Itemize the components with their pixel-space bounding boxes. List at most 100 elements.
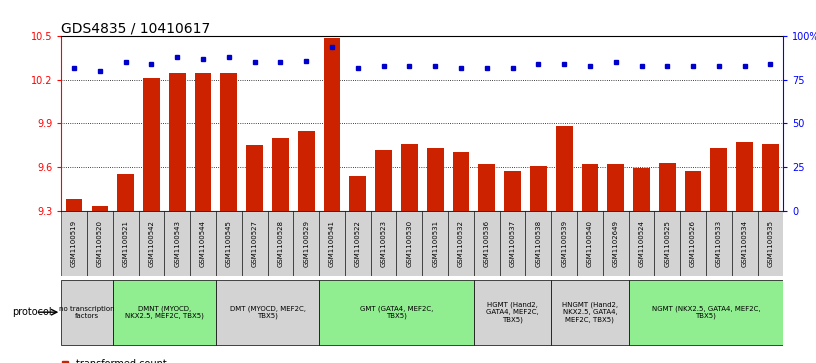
Bar [324, 38, 340, 211]
Bar [607, 164, 624, 211]
Bar [757, 211, 783, 276]
Text: GSM1100527: GSM1100527 [251, 220, 258, 267]
Bar [526, 211, 552, 276]
Bar [246, 145, 263, 211]
Bar [298, 131, 315, 211]
Text: GSM1100538: GSM1100538 [535, 220, 541, 268]
Bar [633, 168, 650, 211]
Bar [91, 206, 109, 211]
Bar [556, 126, 573, 211]
Text: no transcription
factors: no transcription factors [60, 306, 115, 319]
Bar [685, 171, 702, 211]
Text: GSM1100524: GSM1100524 [638, 220, 645, 267]
Text: GDS4835 / 10410617: GDS4835 / 10410617 [61, 21, 211, 35]
Text: GSM1100540: GSM1100540 [587, 220, 593, 267]
Bar [762, 144, 778, 211]
Bar [628, 280, 783, 345]
Bar [448, 211, 474, 276]
Text: GSM1100522: GSM1100522 [355, 220, 361, 267]
Bar [216, 211, 242, 276]
Bar [87, 211, 113, 276]
Text: DMT (MYOCD, MEF2C,
TBX5): DMT (MYOCD, MEF2C, TBX5) [229, 305, 305, 319]
Text: GSM1100526: GSM1100526 [690, 220, 696, 267]
Bar [169, 73, 186, 211]
Text: transformed count: transformed count [76, 359, 166, 363]
Text: GSM1100523: GSM1100523 [380, 220, 387, 267]
Text: GSM1100544: GSM1100544 [200, 220, 206, 267]
Bar [375, 150, 392, 211]
Bar [397, 211, 423, 276]
Bar [345, 211, 370, 276]
Bar [736, 142, 753, 211]
Text: GSM1100519: GSM1100519 [71, 220, 77, 268]
Bar [654, 211, 681, 276]
Bar [582, 164, 598, 211]
Bar [319, 280, 474, 345]
Bar [66, 199, 82, 211]
Bar [474, 280, 552, 345]
Text: GSM1100521: GSM1100521 [122, 220, 129, 267]
Text: GMT (GATA4, MEF2C,
TBX5): GMT (GATA4, MEF2C, TBX5) [360, 305, 433, 319]
Bar [603, 211, 628, 276]
Bar [113, 280, 216, 345]
Bar [164, 211, 190, 276]
Text: protocol: protocol [12, 307, 52, 317]
Bar [113, 211, 139, 276]
Bar [499, 211, 526, 276]
Text: GSM1100536: GSM1100536 [484, 220, 490, 268]
Text: GSM1100531: GSM1100531 [432, 220, 438, 268]
Bar [552, 211, 577, 276]
Bar [139, 211, 164, 276]
Text: NGMT (NKX2.5, GATA4, MEF2C,
TBX5): NGMT (NKX2.5, GATA4, MEF2C, TBX5) [652, 305, 761, 319]
Bar [577, 211, 603, 276]
Bar [272, 138, 289, 211]
Bar [628, 211, 654, 276]
Text: GSM1100533: GSM1100533 [716, 220, 722, 268]
Bar [143, 78, 160, 211]
Bar [427, 148, 444, 211]
Bar [319, 211, 345, 276]
Bar [453, 152, 469, 211]
Bar [706, 211, 732, 276]
Text: GSM1100520: GSM1100520 [97, 220, 103, 267]
Bar [401, 144, 418, 211]
Text: GSM1100530: GSM1100530 [406, 220, 412, 268]
Bar [423, 211, 448, 276]
Bar [530, 166, 547, 211]
Bar [216, 280, 319, 345]
Text: GSM1100525: GSM1100525 [664, 220, 670, 267]
Bar [478, 164, 495, 211]
Bar [370, 211, 397, 276]
Bar [293, 211, 319, 276]
Text: GSM1100542: GSM1100542 [149, 220, 154, 267]
Bar [474, 211, 499, 276]
Bar [349, 176, 366, 211]
Bar [711, 148, 727, 211]
Text: GSM1100532: GSM1100532 [458, 220, 464, 267]
Bar [61, 211, 87, 276]
Bar [732, 211, 757, 276]
Bar [118, 174, 134, 211]
Bar [195, 73, 211, 211]
Text: GSM1102649: GSM1102649 [613, 220, 619, 267]
Text: GSM1100543: GSM1100543 [175, 220, 180, 267]
Text: HGMT (Hand2,
GATA4, MEF2C,
TBX5): HGMT (Hand2, GATA4, MEF2C, TBX5) [486, 302, 539, 323]
Bar [681, 211, 706, 276]
Bar [504, 171, 521, 211]
Text: GSM1100529: GSM1100529 [304, 220, 309, 267]
Text: HNGMT (Hand2,
NKX2.5, GATA4,
MEF2C, TBX5): HNGMT (Hand2, NKX2.5, GATA4, MEF2C, TBX5… [562, 302, 618, 323]
Text: GSM1100539: GSM1100539 [561, 220, 567, 268]
Text: GSM1100541: GSM1100541 [329, 220, 335, 267]
Bar [61, 280, 113, 345]
Text: GSM1100528: GSM1100528 [277, 220, 283, 267]
Bar [268, 211, 293, 276]
Text: DMNT (MYOCD,
NKX2.5, MEF2C, TBX5): DMNT (MYOCD, NKX2.5, MEF2C, TBX5) [125, 305, 204, 319]
Bar [659, 163, 676, 211]
Bar [552, 280, 628, 345]
Bar [242, 211, 268, 276]
Text: GSM1100537: GSM1100537 [509, 220, 516, 268]
Bar [190, 211, 216, 276]
Text: GSM1100535: GSM1100535 [768, 220, 774, 267]
Text: GSM1100534: GSM1100534 [742, 220, 747, 267]
Bar [220, 73, 237, 211]
